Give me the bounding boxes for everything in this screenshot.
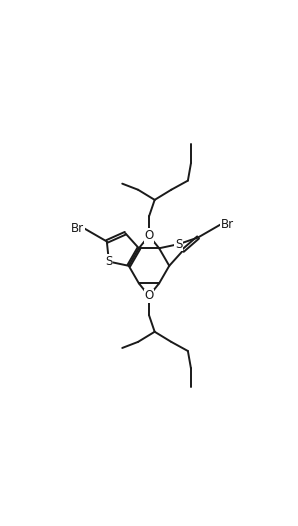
Text: S: S <box>105 255 113 268</box>
Text: O: O <box>144 289 154 302</box>
Text: Br: Br <box>221 218 234 231</box>
Text: S: S <box>175 238 183 250</box>
Text: O: O <box>144 229 154 242</box>
Text: Br: Br <box>71 222 84 235</box>
